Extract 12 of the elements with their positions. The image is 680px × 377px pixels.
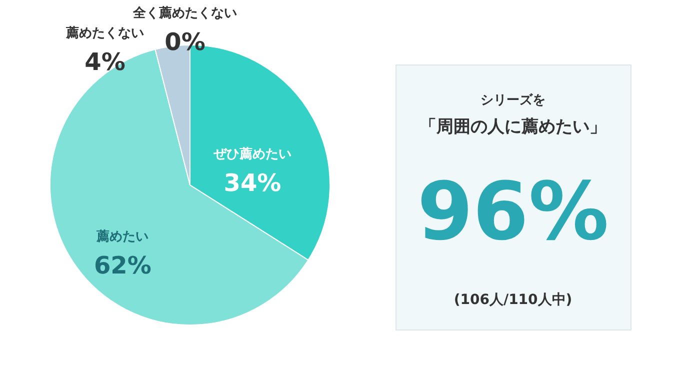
slice-label: 薦めたい [96,228,149,244]
data-label: 34% [224,168,282,197]
slice-label: ぜひ薦めたい [212,146,292,162]
text: (106人/110人中) [454,292,572,308]
text: 0% [164,28,206,56]
text: 「周囲の人に薦めたい」 [420,117,606,137]
data-label: 62% [94,251,152,280]
text: 96% [417,165,609,258]
text: シリーズを [480,93,546,108]
category-label: 全く薦めたくない [133,6,237,21]
data-label: 4% [84,48,126,76]
slice-label: 薦めたくない [65,25,144,41]
